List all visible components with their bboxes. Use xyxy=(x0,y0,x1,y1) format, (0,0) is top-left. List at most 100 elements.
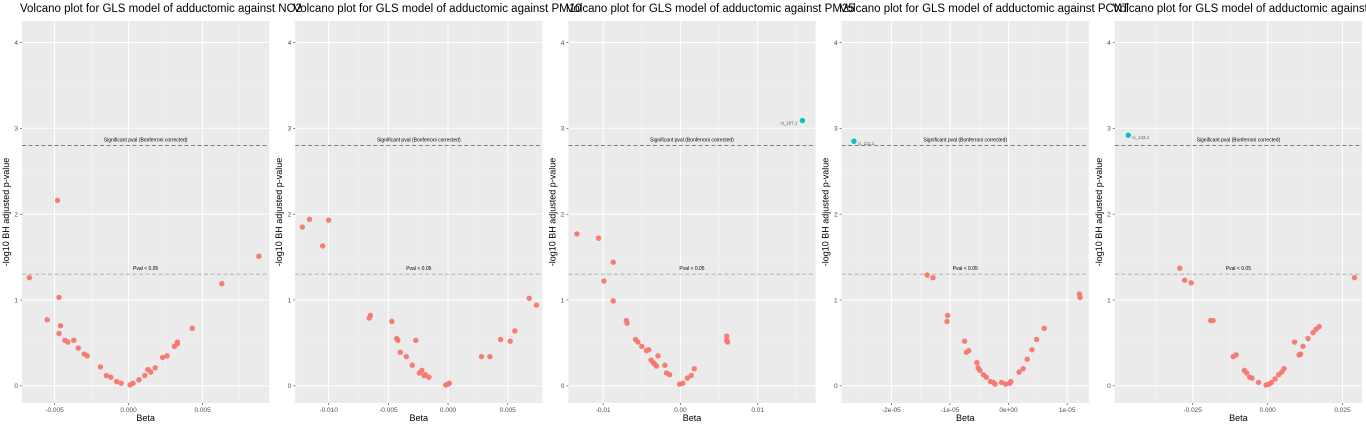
y-axis-title: -log10 BH adjusted p-value xyxy=(547,158,557,267)
data-point xyxy=(395,337,401,344)
data-point xyxy=(1281,365,1287,372)
x-tick-label: 0.01 xyxy=(751,407,764,414)
data-point xyxy=(1077,294,1083,301)
volcano-panel-1: 0 1 2 3 4 -0.005 0.000 0.005 Significant pval (B… xyxy=(1,3,302,423)
reference-line-label: Pval < 0.05 xyxy=(1226,266,1251,272)
data-point xyxy=(977,367,983,374)
plot-background xyxy=(295,21,543,403)
data-point xyxy=(1177,265,1183,271)
data-point xyxy=(164,353,170,359)
plot-title: Volcano plot for GLS model of adductomic… xyxy=(20,3,302,15)
x-tick-label: -0.010 xyxy=(319,407,338,414)
data-point xyxy=(1033,336,1040,343)
data-point xyxy=(71,337,77,344)
y-tick-label: 3 xyxy=(288,126,292,133)
data-point xyxy=(574,231,580,237)
data-point xyxy=(142,372,148,379)
data-point xyxy=(1243,370,1250,376)
data-point xyxy=(389,318,395,325)
data-point xyxy=(624,320,630,326)
data-point xyxy=(409,362,415,368)
data-point xyxy=(108,374,114,380)
data-point xyxy=(26,274,33,281)
data-point xyxy=(174,341,181,347)
data-point xyxy=(974,359,980,366)
data-point xyxy=(666,371,673,378)
plot-title: Volcano plot for GLS model of adductomic… xyxy=(566,3,854,15)
data-point xyxy=(930,274,936,281)
reference-line-label: Significant pval (Bonferroni corrected) xyxy=(1197,137,1281,143)
data-point xyxy=(256,253,262,259)
data-point xyxy=(75,345,81,351)
x-tick-label: -1e-05 xyxy=(941,407,960,414)
plot-background xyxy=(22,21,270,403)
data-point xyxy=(944,318,950,325)
data-point xyxy=(533,302,540,308)
x-tick-label: -0.01 xyxy=(596,407,611,414)
data-point xyxy=(724,339,731,345)
data-point xyxy=(56,330,62,337)
y-tick-label: 3 xyxy=(834,126,838,133)
data-point xyxy=(507,338,513,344)
reference-line-label: Pval < 0.05 xyxy=(953,266,978,272)
data-point xyxy=(1181,277,1188,283)
data-point xyxy=(57,323,64,329)
data-point xyxy=(1016,369,1022,375)
data-point xyxy=(397,349,403,356)
x-tick-label: 1e-05 xyxy=(1059,407,1076,414)
reference-line-label: Pval < 0.05 xyxy=(679,266,704,272)
volcano-panel-5: 0 1 2 3 4 -0.025 0.000 0.025 Significant pval (B… xyxy=(1094,3,1366,423)
data-point xyxy=(1272,376,1278,382)
x-tick-label: -0.005 xyxy=(45,407,64,414)
data-point xyxy=(419,367,425,374)
data-point xyxy=(639,343,645,350)
data-point xyxy=(1300,343,1306,350)
data-point xyxy=(103,372,110,379)
plot-background xyxy=(568,21,816,403)
x-tick-label: 0.00 xyxy=(674,407,687,414)
significant-point xyxy=(1125,132,1131,138)
data-point xyxy=(680,380,686,386)
data-point xyxy=(1351,274,1358,281)
reference-line-label: Significant pval (Bonferroni corrected) xyxy=(650,137,734,143)
data-point xyxy=(684,375,691,381)
data-point xyxy=(1020,365,1026,372)
y-tick-label: 2 xyxy=(561,211,565,218)
y-tick-label: 0 xyxy=(288,383,292,390)
x-axis-title: Beta xyxy=(956,413,975,423)
data-point xyxy=(446,380,452,386)
data-point xyxy=(688,372,694,379)
y-tick-label: 0 xyxy=(14,383,18,390)
x-axis-title: Beta xyxy=(136,413,155,423)
data-point xyxy=(961,338,968,344)
point-label: ci_111.1 xyxy=(858,141,875,146)
y-tick-label: 3 xyxy=(561,126,565,133)
x-tick-label: 0.000 xyxy=(440,407,457,414)
reference-line-label: Significant pval (Bonferroni corrected) xyxy=(104,137,188,143)
data-point xyxy=(84,353,90,359)
data-point xyxy=(526,295,532,301)
y-tick-label: 0 xyxy=(1107,383,1111,390)
data-point xyxy=(1029,347,1035,353)
y-tick-label: 1 xyxy=(834,297,838,304)
volcano-panel-2: 0 1 2 3 4 -0.010 -0.005 0.000 0.005 Significant p… xyxy=(274,3,581,423)
data-point xyxy=(319,243,326,249)
significant-point xyxy=(851,138,857,144)
data-point xyxy=(1233,352,1239,358)
x-axis-title: Beta xyxy=(1229,413,1248,423)
y-tick-label: 4 xyxy=(288,40,292,47)
data-point xyxy=(992,381,998,387)
y-tick-label: 1 xyxy=(14,297,18,304)
data-point xyxy=(595,235,602,241)
data-point xyxy=(325,217,332,223)
data-point xyxy=(413,337,419,344)
x-tick-label: 0e+00 xyxy=(999,407,1018,414)
y-axis-title: -log10 BH adjusted p-value xyxy=(1094,158,1104,267)
reference-line-label: Pval < 0.05 xyxy=(133,266,158,272)
data-point xyxy=(148,369,154,375)
data-point xyxy=(998,379,1005,386)
y-axis-title: -log10 BH adjusted p-value xyxy=(821,158,831,267)
data-point xyxy=(1041,325,1047,332)
data-point xyxy=(1297,351,1304,357)
y-tick-label: 1 xyxy=(1107,297,1111,304)
